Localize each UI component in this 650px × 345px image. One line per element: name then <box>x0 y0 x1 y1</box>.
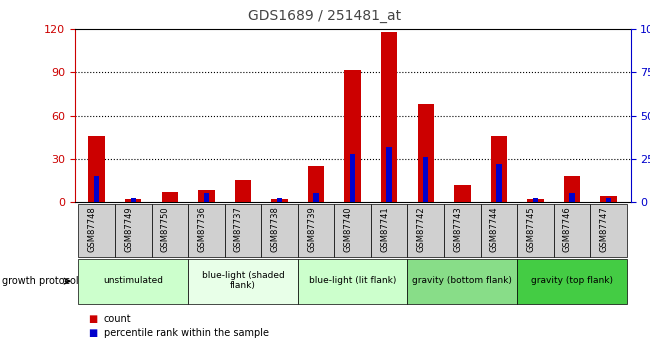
Text: count: count <box>104 314 131 324</box>
Text: blue-light (shaded
flank): blue-light (shaded flank) <box>202 270 284 290</box>
Bar <box>533 198 538 202</box>
Text: GSM87740: GSM87740 <box>344 206 352 252</box>
Bar <box>601 196 617 202</box>
Text: growth protocol: growth protocol <box>2 276 79 286</box>
Bar <box>350 154 356 202</box>
Text: GSM87739: GSM87739 <box>307 206 316 252</box>
Bar <box>79 259 188 304</box>
Bar <box>125 199 142 202</box>
Bar <box>527 199 543 202</box>
Bar <box>569 193 575 202</box>
Bar <box>203 193 209 202</box>
Text: GSM87747: GSM87747 <box>599 206 608 252</box>
Bar <box>162 192 178 202</box>
Bar <box>79 204 115 257</box>
Bar <box>261 204 298 257</box>
Text: GSM87742: GSM87742 <box>417 206 426 252</box>
Text: GDS1689 / 251481_at: GDS1689 / 251481_at <box>248 9 402 23</box>
Bar <box>387 147 392 202</box>
Bar <box>94 176 99 202</box>
Bar <box>344 70 361 202</box>
Bar <box>517 204 554 257</box>
Bar <box>454 185 471 202</box>
Bar <box>371 204 408 257</box>
Bar <box>408 204 444 257</box>
Text: GSM87750: GSM87750 <box>161 206 170 252</box>
Text: GSM87744: GSM87744 <box>490 206 499 252</box>
Text: gravity (bottom flank): gravity (bottom flank) <box>412 276 512 285</box>
Text: GSM87743: GSM87743 <box>453 206 462 252</box>
Bar <box>188 259 298 304</box>
Bar <box>554 204 590 257</box>
Bar <box>423 157 428 202</box>
Bar <box>225 204 261 257</box>
Bar <box>313 193 318 202</box>
Bar <box>298 204 334 257</box>
Text: blue-light (lit flank): blue-light (lit flank) <box>309 276 396 285</box>
Bar <box>444 204 480 257</box>
Bar <box>308 166 324 202</box>
Text: unstimulated: unstimulated <box>103 276 163 285</box>
Bar <box>564 176 580 202</box>
Bar <box>277 198 282 202</box>
Text: GSM87746: GSM87746 <box>563 206 572 252</box>
Bar <box>334 204 371 257</box>
Text: GSM87745: GSM87745 <box>526 206 536 252</box>
Text: GSM87738: GSM87738 <box>270 206 280 252</box>
Bar <box>198 190 214 202</box>
Bar <box>88 136 105 202</box>
Bar <box>235 180 251 202</box>
Bar <box>408 259 517 304</box>
Text: GSM87741: GSM87741 <box>380 206 389 252</box>
Bar <box>188 204 225 257</box>
Bar <box>590 204 627 257</box>
Bar <box>496 164 502 202</box>
Bar <box>491 136 507 202</box>
Bar <box>298 259 408 304</box>
Bar <box>417 104 434 202</box>
Bar <box>131 198 136 202</box>
Text: ■: ■ <box>88 314 97 324</box>
Text: GSM87736: GSM87736 <box>198 206 207 252</box>
Text: GSM87749: GSM87749 <box>124 206 133 252</box>
Bar <box>151 204 188 257</box>
Bar <box>517 259 627 304</box>
Bar <box>606 198 611 202</box>
Bar <box>381 32 397 202</box>
Text: GSM87737: GSM87737 <box>234 206 243 252</box>
Text: GSM87748: GSM87748 <box>88 206 97 252</box>
Bar <box>271 199 288 202</box>
Text: ■: ■ <box>88 328 97 338</box>
Bar <box>480 204 517 257</box>
Text: percentile rank within the sample: percentile rank within the sample <box>104 328 269 338</box>
Text: gravity (top flank): gravity (top flank) <box>531 276 613 285</box>
Bar <box>115 204 151 257</box>
